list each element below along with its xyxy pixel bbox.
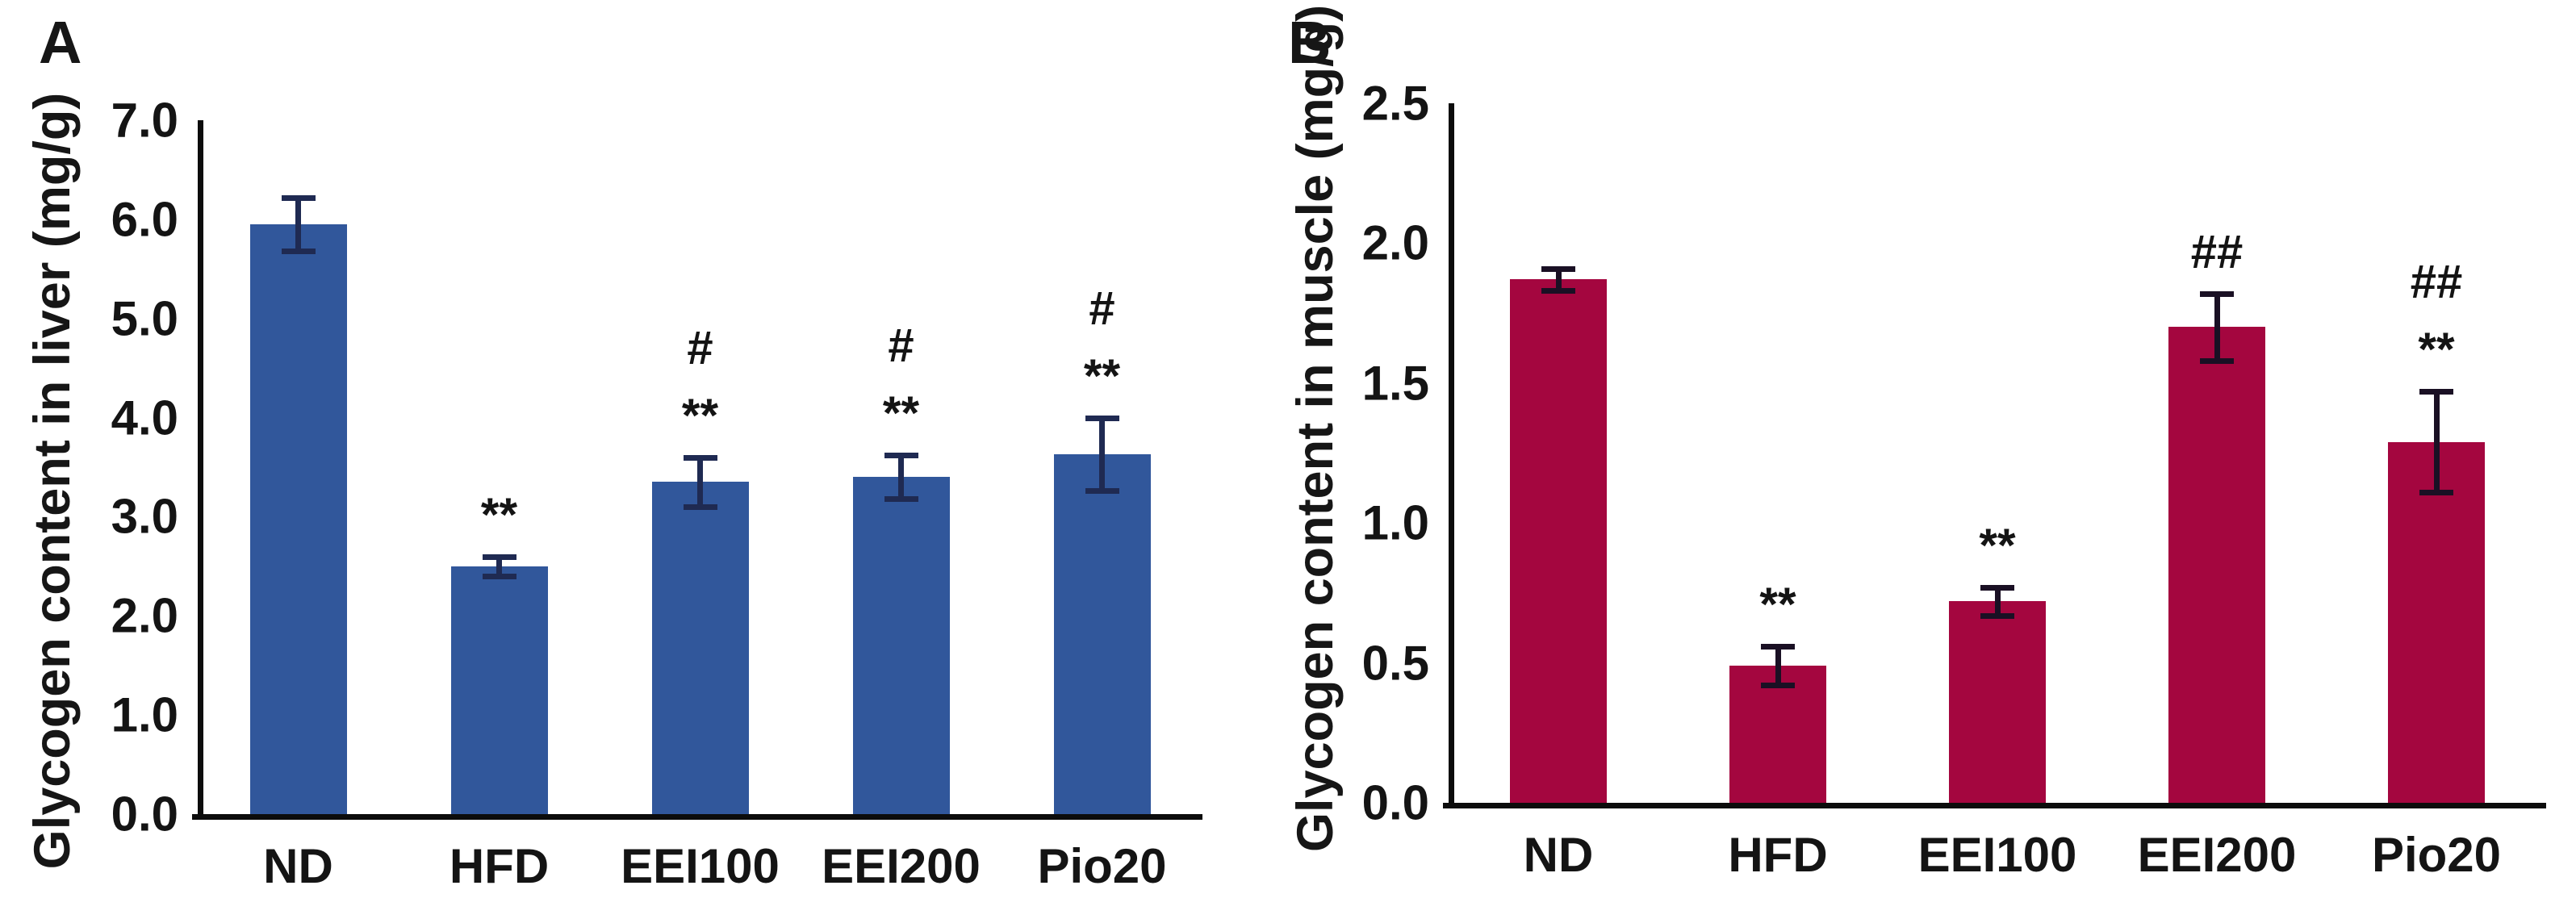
x-category-label: EEI100 xyxy=(621,839,780,893)
bar-nd xyxy=(1510,279,1607,803)
error-bar-cap xyxy=(884,496,918,503)
x-category-label: ND xyxy=(263,839,333,893)
y-tick-label: 6.0 xyxy=(111,192,178,247)
significance-mark: ** xyxy=(480,488,518,541)
significance-mark: ** xyxy=(1979,519,2016,572)
bar-hfd xyxy=(1729,666,1826,803)
significance-annotations: ** xyxy=(1979,519,2016,572)
significance-mark: # xyxy=(687,321,713,374)
x-axis-line xyxy=(1443,803,2546,808)
error-bar-cap xyxy=(1085,415,1119,421)
error-bar xyxy=(697,457,703,508)
y-tick-label: 1.0 xyxy=(111,687,178,742)
x-axis-line xyxy=(192,814,1202,820)
y-tick-label: 0.5 xyxy=(1361,636,1429,691)
error-bar xyxy=(295,197,301,252)
error-bar-cap xyxy=(281,194,316,201)
bar-hfd xyxy=(450,566,548,814)
significance-mark: ** xyxy=(1759,578,1796,631)
significance-annotations: ## xyxy=(2190,225,2244,278)
error-bar-cap xyxy=(2200,290,2234,297)
error-bar xyxy=(2214,293,2220,361)
y-axis-line xyxy=(198,120,203,814)
error-bar xyxy=(1994,587,2001,616)
significance-annotations: # ** xyxy=(883,323,919,437)
y-tick-label: 1.5 xyxy=(1361,356,1429,411)
error-bar-cap xyxy=(482,574,516,580)
plot-area-muscle: 2.5 2.0 1.5 1.0 0.5 0.0 ND HFD ** EEI100 ** EEI200… xyxy=(1362,77,2546,882)
panel-liver: A Glycogen content in liver (mg/g) 7.0 6.… xyxy=(0,0,1259,919)
significance-mark: ## xyxy=(2190,225,2244,278)
x-category-label: HFD xyxy=(1728,828,1828,882)
error-bar-cap xyxy=(1085,488,1119,495)
error-bar xyxy=(496,556,502,577)
error-bar-cap xyxy=(884,453,918,459)
bar-eei200 xyxy=(852,477,950,814)
significance-annotations: # ** xyxy=(681,321,719,442)
error-bar-cap xyxy=(1980,612,2014,619)
bar-pio20 xyxy=(2388,441,2485,803)
error-bar-cap xyxy=(2200,358,2234,365)
error-bar xyxy=(1099,417,1105,491)
significance-annotations: # ** xyxy=(1083,282,1121,403)
error-bar-cap xyxy=(1541,265,1575,272)
y-tick-label: 3.0 xyxy=(111,489,178,544)
panel-muscle: B Glycogen content in muscle (mg/g) 2.5 2… xyxy=(1259,0,2576,919)
x-category-label: Pio20 xyxy=(1037,839,1167,893)
plot-area-liver: 7.0 6.0 5.0 4.0 3.0 2.0 1.0 0.0 ND HFD ** EEI100 # *… xyxy=(111,94,1202,893)
y-axis-title-muscle: Glycogen content in muscle (mg/g) xyxy=(1287,4,1344,852)
significance-mark: # xyxy=(1089,282,1115,335)
error-bar-cap xyxy=(683,454,717,461)
y-tick-label: 4.0 xyxy=(111,391,178,445)
significance-annotations: ** xyxy=(480,488,518,541)
y-tick-label: 5.0 xyxy=(111,291,178,346)
error-bar xyxy=(2433,391,2440,493)
error-bar-cap xyxy=(1761,643,1795,650)
error-bar-cap xyxy=(1541,288,1575,294)
error-bar-cap xyxy=(2419,389,2453,395)
significance-annotations: ** xyxy=(1759,578,1796,631)
y-tick-label: 0.0 xyxy=(111,787,178,842)
bar-eei100 xyxy=(1949,601,2046,803)
y-tick-label: 2.0 xyxy=(1361,215,1429,270)
significance-mark: ** xyxy=(2418,324,2455,377)
x-category-label: HFD xyxy=(449,839,550,893)
y-axis-title-liver: Glycogen content in liver (mg/g) xyxy=(24,92,81,870)
bar-eei100 xyxy=(651,482,749,814)
error-bar-cap xyxy=(1980,584,2014,591)
bar-nd xyxy=(249,224,347,814)
significance-mark: ** xyxy=(681,389,719,442)
y-tick-label: 7.0 xyxy=(111,93,178,148)
x-category-label: ND xyxy=(1523,828,1594,882)
panel-letter-a: A xyxy=(39,9,82,76)
significance-annotations: ## ** xyxy=(2411,259,2463,374)
error-bar-cap xyxy=(482,553,516,560)
x-category-label: EEI200 xyxy=(822,839,981,893)
error-bar xyxy=(1555,268,1562,291)
significance-mark: # xyxy=(888,320,914,373)
significance-mark: ** xyxy=(1083,349,1121,403)
y-tick-label: 2.5 xyxy=(1361,76,1429,131)
error-bar-cap xyxy=(281,249,316,255)
panel-letter-b: B xyxy=(1288,9,1332,76)
x-category-label: EEI200 xyxy=(2137,828,2297,882)
significance-mark: ** xyxy=(882,387,920,441)
bar-pio20 xyxy=(1053,454,1151,814)
significance-mark: ## xyxy=(2410,256,2463,309)
bar-eei200 xyxy=(2168,327,2265,803)
error-bar xyxy=(898,455,904,499)
x-category-label: EEI100 xyxy=(1917,828,2077,882)
y-tick-label: 1.0 xyxy=(1361,495,1429,550)
y-tick-label: 0.0 xyxy=(1361,775,1429,830)
x-category-label: Pio20 xyxy=(2371,828,2502,882)
y-tick-label: 2.0 xyxy=(111,588,178,643)
error-bar-cap xyxy=(2419,490,2453,496)
y-axis-line xyxy=(1449,103,1454,803)
error-bar xyxy=(1775,645,1781,686)
error-bar-cap xyxy=(1761,683,1795,689)
error-bar-cap xyxy=(683,504,717,511)
